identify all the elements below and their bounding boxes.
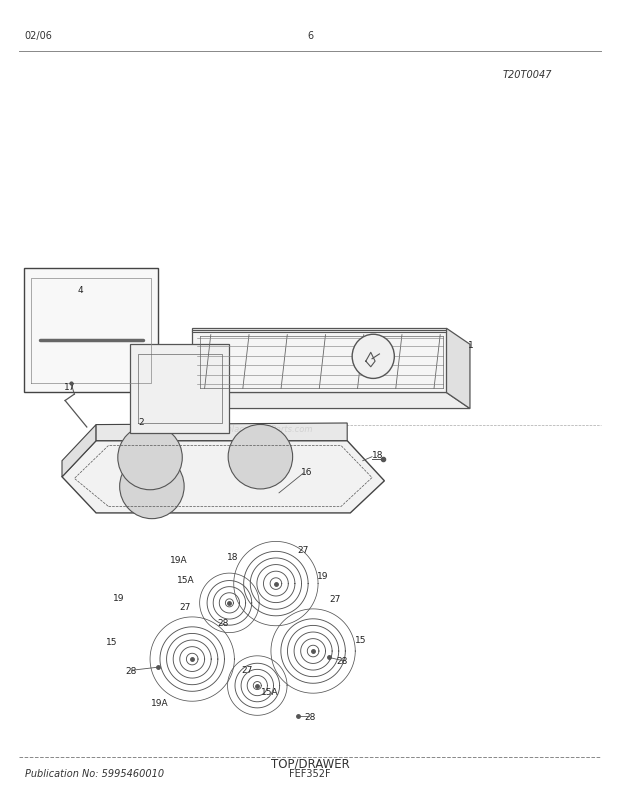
Text: 28: 28: [218, 618, 229, 627]
Text: TOP/DRAWER: TOP/DRAWER: [270, 757, 350, 770]
Text: 19: 19: [317, 571, 328, 581]
Text: 27: 27: [329, 593, 340, 603]
Polygon shape: [446, 329, 470, 409]
Text: 16: 16: [301, 467, 312, 476]
Text: T20T0047: T20T0047: [502, 71, 552, 80]
Text: FEF352F: FEF352F: [289, 768, 331, 778]
Polygon shape: [24, 269, 158, 393]
Text: 28: 28: [337, 656, 348, 666]
Text: 18: 18: [228, 552, 239, 561]
Polygon shape: [96, 423, 347, 441]
Text: 2: 2: [138, 417, 144, 427]
Polygon shape: [62, 441, 384, 513]
Text: 17: 17: [64, 382, 75, 391]
Text: 18: 18: [373, 450, 384, 460]
Text: 27: 27: [297, 545, 308, 555]
Text: 15A: 15A: [177, 575, 195, 585]
Text: 6: 6: [307, 31, 313, 41]
Circle shape: [120, 455, 184, 519]
Circle shape: [228, 425, 293, 489]
Text: 15: 15: [106, 637, 117, 646]
Text: 15: 15: [355, 635, 366, 645]
Text: @ReplacementParts.com: @ReplacementParts.com: [208, 424, 313, 434]
Polygon shape: [192, 330, 446, 333]
Text: Publication No: 5995460010: Publication No: 5995460010: [25, 768, 164, 778]
Text: 27: 27: [241, 665, 252, 674]
Ellipse shape: [352, 335, 394, 379]
Text: 1: 1: [468, 340, 474, 350]
Text: 28: 28: [304, 712, 316, 722]
Polygon shape: [62, 425, 96, 477]
Polygon shape: [130, 345, 229, 433]
Circle shape: [118, 426, 182, 490]
Text: 02/06: 02/06: [25, 31, 53, 41]
Text: 27: 27: [179, 602, 190, 612]
Text: 19: 19: [113, 593, 125, 602]
Text: 7: 7: [368, 351, 374, 361]
Polygon shape: [192, 393, 470, 409]
Text: 15A: 15A: [261, 687, 278, 696]
Text: 4: 4: [78, 286, 84, 295]
Text: 28: 28: [126, 666, 137, 675]
Polygon shape: [192, 329, 446, 393]
Text: 19A: 19A: [170, 555, 187, 565]
Text: 19A: 19A: [151, 698, 169, 707]
